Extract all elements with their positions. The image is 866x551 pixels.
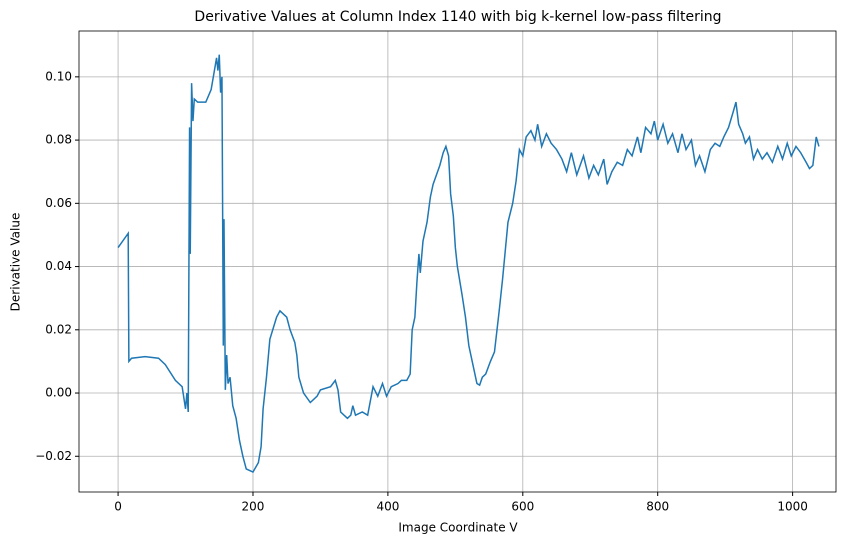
x-tick-label: 600: [511, 500, 534, 514]
x-axis-label: Image Coordinate V: [398, 521, 518, 535]
y-tick-label: 0.04: [45, 259, 72, 273]
y-tick-label: 0.00: [45, 386, 72, 400]
y-tick-label: 0.10: [45, 69, 72, 83]
y-axis-label: Derivative Value: [9, 213, 23, 312]
y-tick-label: −0.02: [35, 449, 72, 463]
y-tick-label: 0.02: [45, 322, 72, 336]
x-tick-label: 200: [242, 500, 265, 514]
y-tick-label: 0.06: [45, 196, 72, 210]
x-tick-label: 400: [376, 500, 399, 514]
x-tick-label: 0: [114, 500, 122, 514]
chart-title: Derivative Values at Column Index 1140 w…: [194, 9, 721, 25]
x-tick-label: 800: [646, 500, 669, 514]
plot-frame: [78, 30, 837, 493]
y-tick-label: 0.08: [45, 133, 72, 147]
x-tick-label: 1000: [777, 500, 808, 514]
data-line: [117, 54, 820, 474]
